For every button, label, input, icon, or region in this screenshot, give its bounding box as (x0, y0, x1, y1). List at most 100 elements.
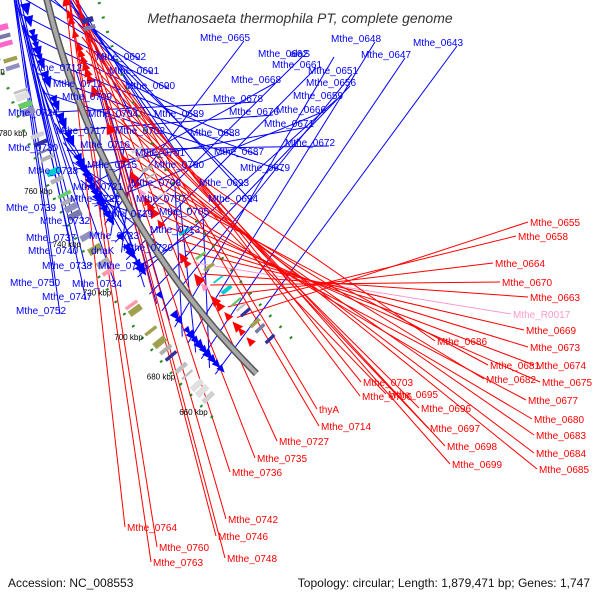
cog-band-outer (0, 39, 14, 48)
forward-gene-label: Mthe_0726 (98, 261, 148, 272)
forward-gene-arrow (96, 198, 106, 210)
reverse-leader-line (72, 0, 318, 410)
kbp-tick-label: 760 kbp (24, 187, 53, 196)
forward-gene-arrow (32, 41, 39, 50)
forward-gene-label: Mthe_0747 (42, 292, 92, 303)
reverse-gene-label: Mthe_0675 (542, 378, 592, 389)
forward-gene-label: Mthe_0711 (53, 79, 103, 90)
forward-gene-label: Mthe_0662 (258, 49, 308, 60)
reverse-gene-label: Mthe_0683 (536, 431, 586, 442)
forward-gene-label: Mthe_0704 (88, 109, 138, 120)
reverse-gene-label: Mthe_0674 (536, 361, 586, 372)
reverse-leader-line (104, 102, 387, 395)
forward-gene-arrow (99, 204, 108, 215)
reverse-gene-arrow (66, 9, 74, 19)
forward-gene-label: Mthe_0702 (115, 126, 165, 137)
forward-gene-arrow (32, 45, 42, 58)
cog-band-outer (45, 166, 61, 178)
gene-labels: 660 kbp 680 kbp 700 kbp 720 kbp 740 kbp 760 k… (0, 33, 592, 569)
forward-leader-line (84, 82, 276, 189)
cog-band-inner (231, 296, 242, 307)
forward-gene-label: Mthe_0717 (56, 126, 106, 137)
forward-leader-line (16, 4, 117, 288)
reverse-gene-label: Mthe_0669 (526, 326, 576, 337)
forward-gene-arrow (90, 187, 99, 198)
reverse-gene-label: Mthe_0763 (153, 558, 203, 569)
cog-band-outer (17, 99, 34, 110)
forward-gene-label: Mthe_0724 (8, 108, 58, 119)
cog-band-outer (159, 343, 173, 356)
forward-gene-arrow (51, 100, 60, 112)
reverse-gene-arrow (78, 48, 86, 58)
cog-band-inner (155, 191, 168, 199)
forward-gene-arrow (116, 232, 124, 242)
forward-leader-line (200, 57, 406, 360)
forward-leader-line (66, 145, 330, 151)
cog-band-outer (0, 0, 1, 1)
cog-band-inner (80, 15, 94, 25)
reverse-gene-label: Mthe_0655 (530, 218, 580, 229)
reverse-gene-arrow (62, 0, 72, 7)
kbp-tick-label: 700 kbp (114, 333, 143, 342)
forward-gene-label: Mthe_0656 (306, 78, 356, 89)
forward-gene-arrow (155, 290, 164, 300)
cog-band-inner (249, 317, 261, 329)
reverse-leader-line (227, 235, 517, 308)
forward-gene-arrow (28, 28, 36, 38)
cog-band-outer (63, 201, 79, 214)
reverse-gene-arrow (129, 170, 141, 184)
reverse-leader-line (177, 239, 529, 348)
forward-gene-arrow (182, 325, 191, 335)
reverse-gene-label: Mthe_0698 (447, 442, 497, 453)
cog-band-outer (60, 195, 76, 207)
forward-leader-line (13, 0, 55, 287)
reverse-gene-arrow (193, 273, 206, 287)
forward-gene-label: Mthe_0643 (413, 38, 463, 49)
reverse-gene-arrow (146, 201, 156, 213)
cog-band-outer (181, 369, 194, 381)
reverse-gene-arrow (210, 295, 222, 307)
forward-gene-arrow (193, 338, 205, 351)
forward-gene-label: Mthe_0730 (8, 143, 58, 154)
reverse-leader-line (140, 178, 489, 366)
rna-feature-arrow (139, 188, 147, 198)
kbp-tick-label: 660 kbp (179, 408, 208, 417)
forward-gene-arrow (35, 53, 43, 62)
forward-gene-label: Mthe_0752 (16, 306, 66, 317)
reverse-gene-label: Mthe_0703 (363, 378, 413, 389)
reverse-leader-line (169, 227, 535, 366)
forward-leader-line (105, 99, 170, 321)
kbp-tick-label: 740 kbp (53, 240, 82, 249)
kbp-tick-label: 780 kbp (0, 129, 28, 138)
reverse-gene-arrow (121, 154, 130, 165)
reverse-leader-line (94, 76, 429, 429)
reverse-leader-line (185, 250, 525, 331)
cog-band-outer (3, 55, 18, 64)
forward-gene-label: Mthe_0689 (154, 109, 204, 120)
forward-gene-label: Mthe_0713 (150, 225, 200, 236)
cog-band-outer (124, 299, 139, 311)
cog-band-inner (235, 302, 247, 312)
forward-gene-label: Mthe_0712 (32, 63, 82, 74)
forward-leader-line (20, 0, 87, 301)
reverse-gene-label: Mthe_0664 (495, 259, 545, 270)
cog-band-inner (178, 227, 190, 237)
cog-band-outer (57, 189, 72, 200)
cog-band-inner (264, 333, 276, 345)
forward-gene-label: Mthe_0690 (125, 81, 175, 92)
forward-gene-label: Mthe_0687 (214, 147, 264, 158)
forward-gene-label: dnaK (91, 246, 115, 257)
forward-leader-line (49, 0, 141, 61)
forward-leader-line (65, 0, 253, 203)
forward-leader-line (15, 0, 61, 315)
reverse-leader-line (115, 128, 538, 470)
forward-gene-arrow (57, 117, 67, 130)
cog-band-inner (134, 152, 147, 161)
forward-gene-arrow (36, 58, 45, 70)
reverse-leader-line (121, 141, 535, 454)
kbp-tick-label: 800 kbp (0, 66, 5, 75)
forward-gene-label: Mthe_0700 (154, 160, 204, 171)
forward-gene-arrow (23, 15, 34, 28)
forward-leader-line (72, 0, 180, 157)
forward-leader-line (19, 12, 170, 90)
